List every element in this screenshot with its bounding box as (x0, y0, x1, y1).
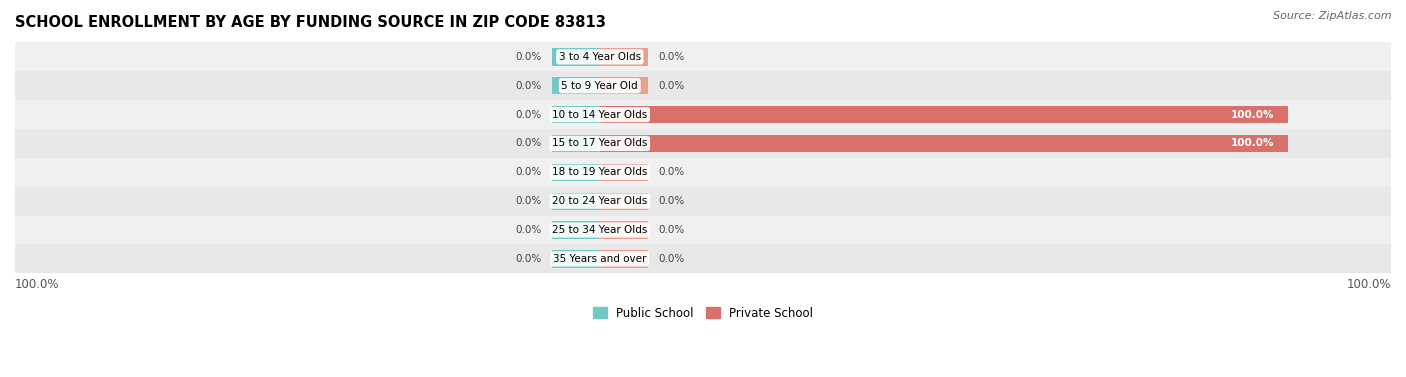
Bar (551, 106, 600, 123)
Text: 15 to 17 Year Olds: 15 to 17 Year Olds (553, 138, 648, 149)
Bar (600, 164, 648, 181)
Bar (15, 71, 1391, 100)
Text: 25 to 34 Year Olds: 25 to 34 Year Olds (553, 225, 648, 235)
Text: 35 Years and over: 35 Years and over (553, 254, 647, 264)
Text: 0.0%: 0.0% (515, 81, 541, 91)
Text: 0.0%: 0.0% (658, 254, 685, 264)
Bar (600, 250, 648, 268)
Text: 0.0%: 0.0% (658, 81, 685, 91)
Bar (551, 250, 600, 268)
Text: 100.0%: 100.0% (1230, 110, 1274, 120)
Bar (15, 244, 1391, 273)
Bar (600, 106, 1288, 123)
Bar (551, 77, 600, 94)
Text: 0.0%: 0.0% (515, 254, 541, 264)
Text: 20 to 24 Year Olds: 20 to 24 Year Olds (553, 196, 647, 206)
Bar (551, 135, 600, 152)
Text: 0.0%: 0.0% (515, 225, 541, 235)
Bar (15, 158, 1391, 187)
Text: 0.0%: 0.0% (658, 167, 685, 177)
Bar (15, 100, 1391, 129)
Bar (600, 135, 1288, 152)
Text: 0.0%: 0.0% (515, 138, 541, 149)
Text: 0.0%: 0.0% (515, 52, 541, 62)
Text: 0.0%: 0.0% (515, 167, 541, 177)
Bar (15, 43, 1391, 71)
Text: 100.0%: 100.0% (15, 277, 59, 291)
Text: 3 to 4 Year Olds: 3 to 4 Year Olds (558, 52, 641, 62)
Bar (551, 193, 600, 210)
Text: 100.0%: 100.0% (1230, 138, 1274, 149)
Text: 18 to 19 Year Olds: 18 to 19 Year Olds (553, 167, 648, 177)
Bar (600, 221, 648, 239)
Text: Source: ZipAtlas.com: Source: ZipAtlas.com (1274, 11, 1392, 21)
Bar (15, 187, 1391, 216)
Text: 100.0%: 100.0% (1347, 277, 1391, 291)
Bar (551, 164, 600, 181)
Bar (600, 77, 648, 94)
Text: 5 to 9 Year Old: 5 to 9 Year Old (561, 81, 638, 91)
Bar (600, 48, 648, 66)
Bar (551, 221, 600, 239)
Text: SCHOOL ENROLLMENT BY AGE BY FUNDING SOURCE IN ZIP CODE 83813: SCHOOL ENROLLMENT BY AGE BY FUNDING SOUR… (15, 15, 606, 30)
Legend: Public School, Private School: Public School, Private School (588, 302, 818, 325)
Bar (15, 129, 1391, 158)
Bar (551, 48, 600, 66)
Text: 0.0%: 0.0% (515, 110, 541, 120)
Text: 0.0%: 0.0% (658, 225, 685, 235)
Bar (600, 193, 648, 210)
Text: 10 to 14 Year Olds: 10 to 14 Year Olds (553, 110, 647, 120)
Text: 0.0%: 0.0% (658, 196, 685, 206)
Text: 0.0%: 0.0% (515, 196, 541, 206)
Bar (15, 216, 1391, 244)
Text: 0.0%: 0.0% (658, 52, 685, 62)
